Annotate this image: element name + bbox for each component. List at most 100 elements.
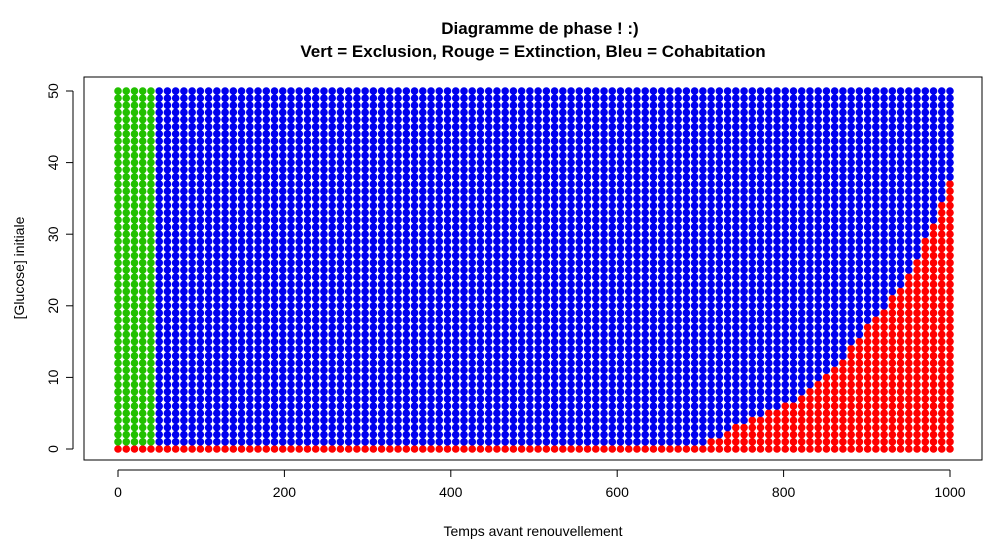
data-point xyxy=(246,151,254,160)
data-point xyxy=(542,402,551,410)
data-point xyxy=(262,180,271,188)
data-point xyxy=(402,194,411,203)
data-point xyxy=(295,445,304,453)
data-point xyxy=(896,309,905,317)
data-point xyxy=(163,373,172,382)
data-point xyxy=(237,330,246,339)
data-point xyxy=(377,187,386,196)
data-point xyxy=(180,251,188,260)
data-point xyxy=(839,287,847,296)
data-point xyxy=(295,430,304,439)
data-point xyxy=(666,223,674,231)
data-point xyxy=(278,373,287,382)
data-point xyxy=(320,137,328,145)
data-point xyxy=(896,151,905,160)
data-point xyxy=(559,259,567,267)
data-point xyxy=(336,294,345,303)
data-point xyxy=(254,344,262,353)
data-point xyxy=(764,294,773,303)
data-point xyxy=(451,273,460,281)
data-point xyxy=(328,416,336,425)
data-point xyxy=(591,137,600,145)
data-point xyxy=(369,173,378,181)
data-point xyxy=(509,344,518,353)
data-point xyxy=(501,366,509,375)
data-point xyxy=(550,151,559,160)
data-point xyxy=(773,316,781,324)
data-point xyxy=(155,115,163,124)
data-point xyxy=(896,94,905,102)
data-point xyxy=(723,187,732,196)
data-point xyxy=(822,151,831,160)
data-point xyxy=(155,352,163,360)
data-point xyxy=(624,330,633,339)
data-point xyxy=(633,438,641,446)
data-point xyxy=(278,244,287,253)
data-point xyxy=(748,187,757,196)
data-point xyxy=(336,423,345,432)
data-point xyxy=(732,266,740,274)
data-point xyxy=(221,387,229,396)
data-point xyxy=(723,87,732,95)
data-point xyxy=(839,244,847,253)
data-point xyxy=(278,395,287,403)
data-point xyxy=(254,302,262,310)
data-point xyxy=(237,94,246,102)
data-point xyxy=(855,101,864,110)
data-point xyxy=(147,359,155,367)
data-point xyxy=(740,402,748,410)
data-point xyxy=(764,216,773,224)
data-point xyxy=(138,416,147,425)
data-point xyxy=(114,230,122,238)
data-point xyxy=(674,130,682,138)
data-point xyxy=(344,416,353,425)
data-point xyxy=(147,216,155,224)
data-point xyxy=(732,352,740,360)
data-point xyxy=(699,151,707,160)
data-point xyxy=(608,216,617,224)
data-point xyxy=(394,316,402,324)
data-point xyxy=(773,445,781,453)
data-point xyxy=(361,438,369,446)
data-point xyxy=(748,302,757,310)
data-point xyxy=(336,323,345,332)
data-point xyxy=(559,445,567,453)
data-point xyxy=(196,158,205,167)
data-point xyxy=(435,323,444,332)
data-point xyxy=(806,158,814,167)
data-point xyxy=(542,230,551,238)
data-point xyxy=(822,201,831,210)
data-point xyxy=(221,380,229,389)
data-point xyxy=(896,173,905,181)
data-point xyxy=(732,187,740,196)
data-point xyxy=(608,144,617,153)
data-point xyxy=(649,380,658,389)
data-point xyxy=(797,194,806,203)
data-point xyxy=(806,287,814,296)
data-point xyxy=(781,187,790,196)
data-point xyxy=(196,387,205,396)
data-point xyxy=(130,244,139,253)
data-point xyxy=(180,395,188,403)
data-point xyxy=(114,445,122,453)
data-point xyxy=(493,266,501,274)
data-point xyxy=(262,130,271,138)
data-point xyxy=(732,344,740,353)
data-point xyxy=(311,337,320,346)
data-point xyxy=(443,144,452,153)
data-point xyxy=(328,273,336,281)
data-point xyxy=(657,373,666,382)
data-point xyxy=(732,180,740,188)
data-point xyxy=(386,151,394,160)
data-point xyxy=(740,387,748,396)
data-point xyxy=(633,94,641,102)
data-point xyxy=(147,208,155,217)
data-point xyxy=(542,108,551,117)
data-point xyxy=(773,101,781,110)
data-point xyxy=(550,137,559,145)
data-point xyxy=(460,366,468,375)
data-point xyxy=(237,237,246,246)
data-point xyxy=(147,87,155,95)
data-point xyxy=(830,330,839,339)
data-point xyxy=(130,187,139,196)
